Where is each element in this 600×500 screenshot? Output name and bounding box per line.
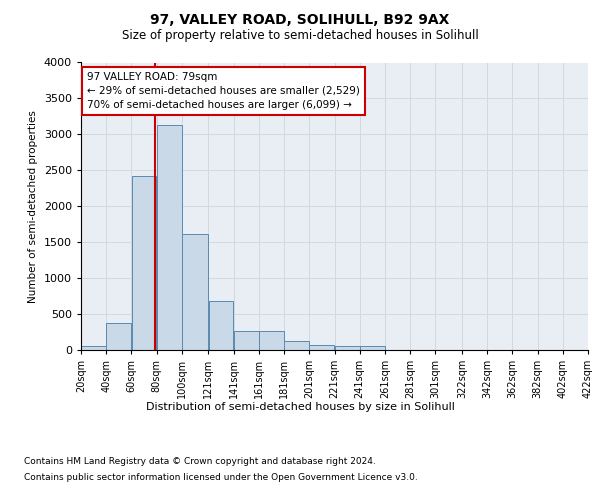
Bar	[310, 345, 334, 350]
Text: Contains HM Land Registry data © Crown copyright and database right 2024.: Contains HM Land Registry data © Crown c…	[24, 458, 376, 466]
Bar	[106, 322, 131, 350]
Bar	[259, 330, 284, 350]
Bar	[234, 330, 259, 350]
Bar	[182, 234, 208, 350]
Bar	[284, 342, 309, 350]
Bar	[335, 346, 359, 350]
Text: 97, VALLEY ROAD, SOLIHULL, B92 9AX: 97, VALLEY ROAD, SOLIHULL, B92 9AX	[151, 12, 449, 26]
Bar	[157, 125, 182, 350]
Bar	[81, 346, 106, 350]
Bar	[209, 301, 233, 350]
Bar	[131, 176, 157, 350]
Bar	[360, 346, 385, 350]
Text: Size of property relative to semi-detached houses in Solihull: Size of property relative to semi-detach…	[122, 29, 478, 42]
Y-axis label: Number of semi-detached properties: Number of semi-detached properties	[28, 110, 38, 302]
Text: Contains public sector information licensed under the Open Government Licence v3: Contains public sector information licen…	[24, 472, 418, 482]
Text: 97 VALLEY ROAD: 79sqm
← 29% of semi-detached houses are smaller (2,529)
70% of s: 97 VALLEY ROAD: 79sqm ← 29% of semi-deta…	[88, 72, 360, 110]
Text: Distribution of semi-detached houses by size in Solihull: Distribution of semi-detached houses by …	[146, 402, 454, 412]
